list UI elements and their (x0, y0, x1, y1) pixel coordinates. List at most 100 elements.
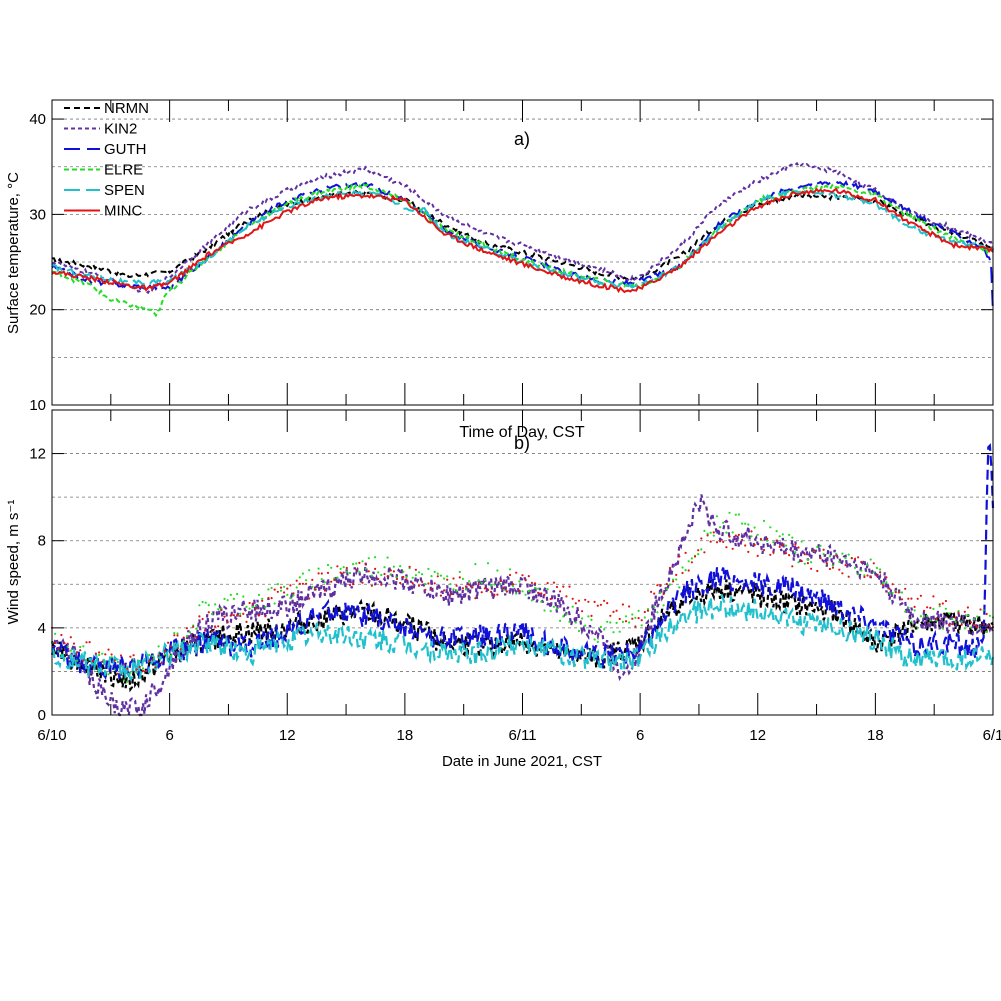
wind-point-elre (800, 540, 803, 543)
wind-point-elre (552, 605, 556, 608)
temperature-line-guth (51, 179, 994, 313)
wind-series (50, 443, 995, 717)
wind-point-minc (192, 625, 195, 628)
wind-point-elre (320, 578, 323, 581)
wind-point-minc (386, 575, 389, 578)
wind-point-minc (182, 636, 185, 639)
wind-point-elre (728, 511, 731, 514)
wind-point-elre (938, 605, 941, 608)
wind-point-elre (176, 632, 179, 635)
legend-label-guth: GUTH (104, 141, 147, 158)
wind-point-minc (116, 672, 119, 675)
wind-point-minc (201, 617, 204, 621)
wind-point-minc (179, 648, 182, 651)
wind-y-tick-label: 4 (38, 620, 46, 637)
wind-point-minc (599, 603, 603, 606)
wind-point-minc (615, 609, 618, 612)
wind-point-elre (392, 565, 395, 568)
wind-point-minc (461, 587, 464, 590)
wind-point-minc (794, 543, 797, 546)
wind-point-minc (123, 663, 126, 666)
wind-point-minc (985, 612, 988, 616)
wind-point-minc (581, 610, 584, 613)
wind-point-elre (57, 650, 60, 653)
wind-point-minc (163, 649, 166, 652)
wind-point-elre (637, 609, 640, 612)
wind-point-elre (700, 548, 703, 551)
wind-point-minc (405, 578, 408, 581)
wind-point-minc (261, 599, 264, 602)
wind-point-minc (395, 577, 399, 581)
wind-panel: 0 4 8 12 6/10 6 12 18 6/11 6 12 18 6/1 b) Time of Da… (5, 409, 1001, 770)
wind-point-elre (599, 625, 603, 629)
wind-point-elre (919, 615, 923, 618)
wind-point-minc (866, 574, 869, 577)
wind-point-minc (703, 551, 706, 554)
wind-point-minc (427, 582, 430, 585)
wind-point-minc (697, 549, 700, 552)
wind-point-minc (678, 555, 681, 558)
wind-point-elre (518, 580, 521, 583)
wind-point-elre (229, 593, 232, 597)
wind-point-minc (957, 611, 960, 614)
wind-point-elre (803, 562, 806, 565)
wind-point-elre (709, 531, 712, 534)
wind-point-minc (571, 597, 574, 600)
temperature-line-kin2 (51, 161, 994, 295)
wind-point-elre (860, 569, 863, 572)
wind-point-elre (245, 605, 248, 608)
wind-point-minc (223, 615, 226, 618)
wind-point-elre (251, 606, 254, 609)
wind-point-elre (574, 621, 577, 624)
wind-point-elre (847, 553, 850, 556)
wind-point-elre (731, 531, 734, 534)
wind-point-elre (762, 519, 766, 523)
wind-point-elre (985, 630, 988, 633)
wind-point-minc (364, 562, 367, 566)
wind-point-elre (543, 609, 546, 612)
wind-point-minc (700, 537, 703, 540)
wind-point-elre (377, 571, 380, 574)
wind-point-elre (116, 660, 119, 664)
wind-point-minc (367, 570, 370, 573)
wind-y-tick-label: 12 (29, 446, 46, 463)
wind-point-elre (389, 573, 392, 576)
wind-point-minc (195, 635, 198, 639)
wind-point-elre (414, 574, 417, 577)
wind-point-elre (584, 624, 587, 627)
wind-point-minc (712, 531, 715, 534)
wind-point-elre (791, 536, 794, 539)
wind-point-minc (129, 655, 132, 658)
wind-point-minc (781, 543, 784, 546)
wind-point-minc (270, 597, 273, 600)
wind-point-elre (198, 604, 201, 607)
wind-point-elre (769, 526, 772, 529)
wind-point-elre (370, 574, 373, 577)
temperature-series (51, 161, 994, 318)
wind-point-elre (555, 607, 559, 610)
wind-point-elre (449, 583, 452, 586)
wind-point-elre (581, 617, 584, 620)
wind-point-elre (468, 580, 471, 583)
wind-point-minc (314, 588, 317, 591)
wind-point-elre (188, 631, 192, 634)
wind-point-minc (251, 602, 254, 605)
temperature-y-tick-label: 30 (29, 206, 46, 223)
wind-point-elre (123, 679, 126, 682)
wind-point-minc (750, 530, 753, 533)
wind-point-minc (778, 545, 781, 549)
wind-point-minc (759, 537, 763, 541)
wind-point-elre (634, 616, 637, 619)
wind-point-elre (107, 673, 110, 676)
wind-point-minc (254, 607, 257, 610)
wind-point-minc (446, 578, 449, 581)
wind-point-minc (722, 540, 725, 544)
wind-point-elre (355, 562, 358, 565)
wind-point-minc (101, 660, 104, 663)
wind-point-minc (138, 665, 141, 669)
wind-point-minc (226, 620, 229, 624)
wind-point-minc (63, 642, 66, 645)
wind-point-minc (518, 589, 521, 592)
wind-point-elre (784, 544, 788, 547)
wind-point-minc (922, 609, 926, 612)
